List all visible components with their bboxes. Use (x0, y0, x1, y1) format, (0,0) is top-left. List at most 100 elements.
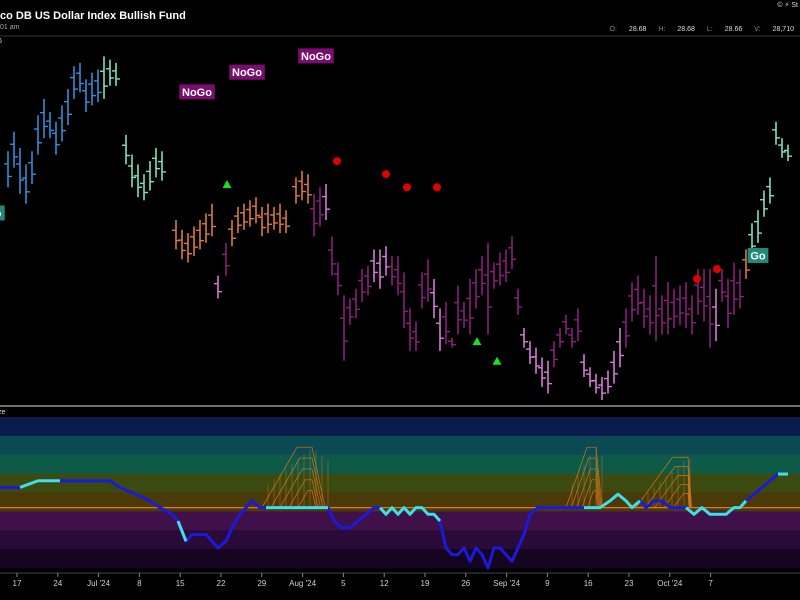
go-label-box (747, 248, 769, 263)
x-tick: 15 (176, 573, 185, 588)
burst-line (576, 468, 601, 508)
price-bar (424, 259, 432, 302)
price-bar (532, 347, 540, 374)
oscillator-band (0, 530, 800, 550)
red-dot-signal (403, 183, 411, 192)
price-bar (190, 226, 198, 256)
price-bar (766, 177, 774, 204)
price-bar (122, 134, 130, 165)
x-tick-label: 12 (380, 579, 389, 588)
burst-line (288, 479, 319, 508)
red-dot-signal (433, 183, 441, 192)
price-bar (140, 174, 148, 201)
price-bar (246, 200, 254, 227)
x-tick-label: 29 (257, 579, 266, 588)
price-bar (514, 288, 522, 315)
oscillator-bursts (261, 446, 692, 508)
x-tick: Jul '24 (87, 573, 111, 588)
price-bar (34, 115, 42, 155)
oscillator-band (0, 473, 800, 493)
price-bar (134, 164, 142, 198)
price-bar (412, 321, 420, 351)
price-bar (146, 161, 154, 191)
nogo-label: NoGo (229, 64, 265, 80)
price-bar (258, 206, 266, 237)
x-tick: 7 (708, 573, 713, 588)
x-tick-label: 7 (708, 579, 713, 588)
x-tick-label: Oct '24 (657, 579, 683, 588)
price-bar (88, 72, 96, 106)
oscillator-label: ze (0, 409, 6, 416)
price-bar (574, 308, 582, 342)
price-bar (46, 112, 54, 139)
volume-value: 28,710 (772, 26, 794, 33)
price-bar (742, 249, 750, 279)
price-bar (22, 164, 30, 204)
burst-line (587, 490, 599, 508)
price-bar (556, 328, 564, 348)
x-tick-label: 22 (217, 579, 226, 588)
price-bar (778, 138, 786, 158)
x-tick: 19 (421, 573, 430, 588)
burst-line (654, 475, 691, 508)
price-bar (640, 288, 648, 328)
price-bar (508, 236, 516, 270)
price-bar (94, 69, 102, 103)
price-bar (406, 308, 414, 351)
oscillator-burst (261, 446, 329, 508)
burst-line (261, 446, 326, 508)
price-bar (628, 282, 636, 322)
price-bar (376, 249, 384, 289)
price-bar (664, 282, 672, 335)
nogo-label-text: NoGo (232, 67, 262, 79)
price-bar (544, 360, 552, 394)
chart-subtitle: 01 am (0, 24, 20, 31)
x-tick-label: 16 (584, 579, 593, 588)
ohlcv-readout: O: 28.68 H: 28.68 L: 28.66 V: 28,710 (600, 26, 794, 33)
oscillator-band (0, 435, 800, 456)
open-key: O: (609, 26, 617, 33)
price-bar (128, 154, 136, 188)
oscillator-band (0, 511, 800, 531)
x-tick: 29 (257, 573, 267, 588)
copyright: © ⚡ St (777, 2, 798, 9)
price-bar (454, 285, 462, 335)
top-axis-label: 6 (0, 38, 2, 45)
red-dot-signal (333, 157, 341, 166)
high-value: 28.68 (677, 26, 695, 33)
price-bar (478, 256, 486, 296)
nogo-label: NoGo (179, 84, 215, 100)
red-dot-signal (382, 170, 390, 179)
price-bar (772, 121, 780, 145)
nogo-label: NoGo (298, 48, 334, 64)
burst-line (270, 457, 324, 508)
price-bar (346, 298, 354, 325)
price-bar (646, 295, 654, 335)
low-key: L: (706, 26, 713, 33)
x-tick-label: 26 (461, 579, 470, 588)
x-tick: 17 (13, 573, 22, 588)
price-bar (276, 203, 284, 234)
oscillator-highlight-line (176, 520, 188, 542)
price-bar (240, 203, 248, 230)
price-bar (724, 278, 732, 328)
nogo-label-text: NoGo (301, 51, 331, 63)
x-tick-label: Aug '24 (289, 579, 316, 588)
price-bar (76, 62, 84, 93)
x-tick-label: 9 (545, 579, 550, 588)
price-bar (688, 295, 696, 335)
price-bar (754, 210, 762, 243)
x-tick: 9 (545, 573, 550, 588)
price-bar (562, 314, 570, 335)
price-bar (64, 89, 72, 126)
burst-line (571, 457, 602, 508)
x-tick: 5 (341, 573, 346, 588)
x-axis-ticks: 17 24 Jul '24 8 15 22 29 Aug '24 5 12 19 26 Sep '24 9… (13, 573, 713, 588)
price-bar (682, 282, 690, 328)
burst-line (565, 446, 603, 508)
price-bar (736, 269, 744, 309)
green-triangle-signal (492, 356, 502, 365)
price-bar (16, 148, 24, 194)
x-tick: 22 (217, 573, 226, 588)
